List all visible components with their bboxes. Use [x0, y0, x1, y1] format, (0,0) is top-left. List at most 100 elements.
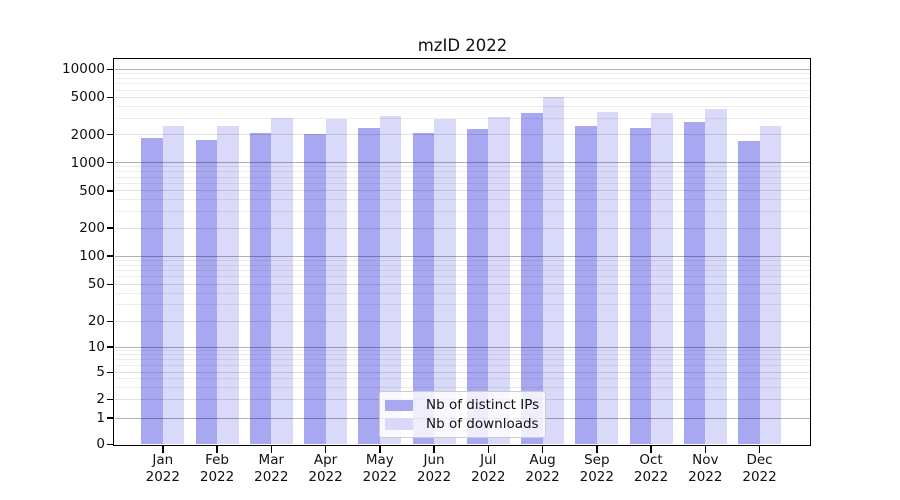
- x-tick-feb: [216, 446, 218, 454]
- gridline-minor-700: [115, 176, 810, 178]
- x-tick-label-nov: Nov 2022: [688, 452, 723, 485]
- y-tick-label-10000: 10000: [62, 61, 105, 78]
- bar-downloads-nov: [705, 108, 727, 445]
- bar-distinct-ips-jul: [466, 128, 489, 445]
- y-tick-label-2000: 2000: [70, 126, 105, 143]
- x-tick-label-dec: Dec 2022: [742, 452, 777, 485]
- gridline-5000: [115, 96, 810, 98]
- x-tick-oct: [650, 446, 652, 454]
- gridline-5: [115, 371, 810, 373]
- x-tick-label-jun: Jun 2022: [416, 452, 452, 485]
- y-tick-label-5: 5: [96, 364, 105, 381]
- y-tick-500: [107, 190, 114, 192]
- bar-downloads-aug: [542, 96, 565, 445]
- y-tick-0: [107, 443, 114, 446]
- legend-item-distinct-ips: Nb of distinct IPs: [385, 396, 539, 415]
- x-tick-sep: [596, 446, 598, 454]
- x-tick-label-sep: Sep 2022: [579, 452, 614, 485]
- bar-distinct-ips-jan: [141, 137, 163, 445]
- y-tick-label-20: 20: [87, 313, 105, 330]
- bar-downloads-sep: [596, 111, 619, 445]
- gridline-minor-4: [115, 378, 810, 380]
- gridline-500: [115, 190, 810, 192]
- gridline-minor-3: [115, 386, 810, 388]
- y-tick-5000: [107, 96, 114, 99]
- gridline-minor-80: [115, 264, 810, 266]
- y-tick-1000: [107, 161, 114, 164]
- gridline-minor-7: [115, 358, 810, 360]
- y-tick-label-200: 200: [79, 220, 105, 237]
- bar-distinct-ips-sep: [575, 125, 597, 445]
- bar-distinct-ips-oct: [629, 128, 652, 445]
- x-tick-label-aug: Aug 2022: [525, 452, 560, 485]
- y-tick-200: [107, 227, 114, 229]
- gridline-minor-800: [115, 171, 810, 173]
- x-tick-label-apr: Apr 2022: [308, 452, 343, 485]
- legend: Nb of distinct IPs Nb of downloads: [379, 391, 546, 438]
- y-tick-5: [107, 371, 114, 374]
- gridline-1000: [115, 162, 810, 164]
- gridline-20: [115, 320, 810, 322]
- y-tick-2: [107, 398, 114, 401]
- bar-distinct-ips-may: [358, 128, 380, 445]
- bar-distinct-ips-aug: [521, 113, 543, 445]
- y-tick-label-2: 2: [96, 391, 105, 408]
- gridline-minor-3000: [115, 117, 810, 119]
- y-tick-10: [107, 346, 114, 348]
- gridline-minor-8: [115, 353, 810, 355]
- x-tick-label-may: May 2022: [362, 452, 397, 485]
- x-tick-label-jul: Jul 2022: [471, 452, 506, 485]
- x-tick-label-feb: Feb 2022: [199, 452, 235, 485]
- bar-distinct-ips-apr: [304, 133, 326, 445]
- y-tick-label-0: 0: [96, 436, 105, 453]
- bar-downloads-mar: [271, 118, 293, 445]
- legend-swatch-downloads: [385, 418, 413, 430]
- bar-downloads-jul: [488, 117, 510, 445]
- gridline-minor-9: [115, 349, 810, 351]
- y-tick-100: [107, 255, 114, 257]
- bar-downloads-feb: [217, 125, 239, 445]
- gridline-minor-4000: [115, 105, 810, 107]
- gridline-200: [115, 227, 810, 229]
- x-tick-jun: [433, 446, 435, 454]
- y-tick-label-1000: 1000: [70, 154, 105, 171]
- gridline-minor-9000: [115, 73, 810, 75]
- legend-label-downloads: Nb of downloads: [426, 415, 539, 432]
- x-tick-aug: [541, 446, 544, 454]
- gridline-minor-300: [115, 211, 810, 213]
- x-tick-jul: [487, 446, 490, 454]
- y-tick-label-10: 10: [87, 339, 105, 355]
- gridline-minor-90: [115, 259, 810, 261]
- y-tick-2000: [107, 133, 114, 136]
- gridline-minor-900: [115, 166, 810, 168]
- legend-item-downloads: Nb of downloads: [385, 415, 539, 434]
- y-tick-20: [107, 320, 114, 323]
- gridline-minor-6000: [115, 89, 810, 91]
- chart-title: mzID 2022: [417, 36, 508, 55]
- x-tick-nov: [704, 446, 707, 454]
- y-tick-10000: [107, 68, 114, 71]
- gridline-minor-8000: [115, 77, 810, 79]
- bar-distinct-ips-feb: [195, 140, 218, 445]
- x-tick-label-mar: Mar 2022: [254, 452, 289, 485]
- y-tick-1: [107, 417, 114, 419]
- gridline-minor-40: [115, 292, 810, 294]
- y-tick-label-100: 100: [79, 248, 105, 265]
- x-tick-may: [379, 446, 381, 454]
- x-tick-apr: [324, 446, 327, 454]
- gridline-100: [115, 255, 810, 257]
- x-tick-dec: [758, 446, 761, 454]
- gridline-50: [115, 283, 810, 285]
- x-tick-label-jan: Jan 2022: [145, 452, 180, 485]
- gridline-minor-30: [115, 304, 810, 306]
- x-tick-mar: [270, 446, 273, 454]
- bar-distinct-ips-dec: [738, 141, 760, 445]
- bar-distinct-ips-mar: [249, 132, 272, 445]
- bar-downloads-jan: [162, 126, 185, 445]
- y-tick-label-5000: 5000: [70, 89, 105, 106]
- bar-downloads-apr: [325, 118, 348, 445]
- y-tick-label-500: 500: [79, 182, 105, 199]
- gridline-10000: [115, 68, 810, 70]
- gridline-2000: [115, 134, 810, 136]
